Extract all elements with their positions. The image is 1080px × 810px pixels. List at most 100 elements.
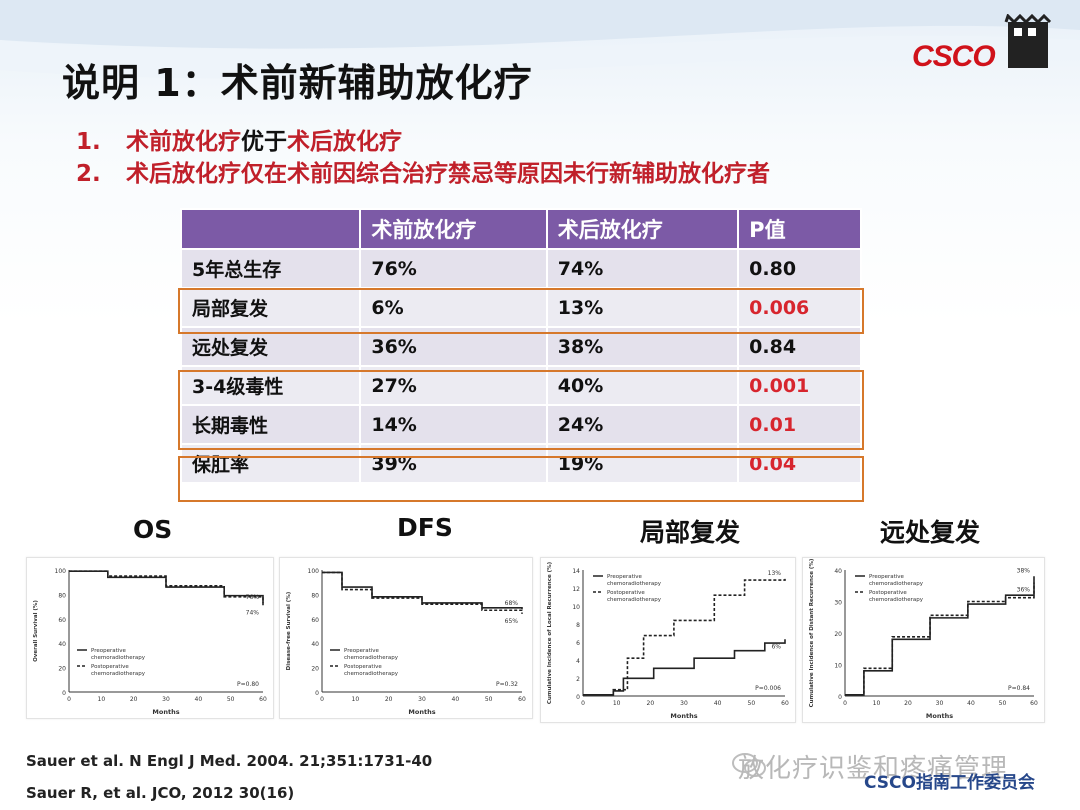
legend-label: chemoradiotherapy xyxy=(344,655,399,661)
x-tick-label: 20 xyxy=(647,700,655,707)
row-label: 保肛率 xyxy=(179,443,362,484)
post-value: 24% xyxy=(545,404,740,445)
point-number: 2. xyxy=(76,161,101,187)
plot-label-os: OS xyxy=(133,515,173,544)
table-row: 5年总生存 76% 74% 0.80 xyxy=(179,248,862,289)
y-tick-label: 14 xyxy=(572,568,580,575)
legend-label: Preoperative xyxy=(607,574,643,580)
highlight-local-recurrence xyxy=(178,288,864,334)
end-label: 74% xyxy=(246,609,260,616)
pre-value: 76% xyxy=(359,248,548,289)
y-tick-label: 40 xyxy=(58,641,66,648)
end-label: 68% xyxy=(505,600,519,607)
legend-label: Postoperative xyxy=(869,590,907,596)
legend-label: chemoradiotherapy xyxy=(869,597,924,603)
legend-label: Postoperative xyxy=(344,664,382,670)
point-number: 1. xyxy=(76,129,101,155)
x-axis-label: Months xyxy=(408,708,435,716)
x-tick-label: 50 xyxy=(227,696,235,703)
watermark-sub: CSCO指南工作委员会 xyxy=(864,773,1035,793)
dfs-plot: 100 80 60 40 20 0 0 10 20 30 40 50 60 Months Disease-f… xyxy=(279,557,533,719)
highlight-toxicity xyxy=(178,370,864,450)
y-tick-label: 60 xyxy=(58,617,66,624)
y-tick-label: 40 xyxy=(834,568,842,575)
x-tick-label: 0 xyxy=(67,696,71,703)
x-tick-label: 20 xyxy=(904,700,912,707)
pre-value: 14% xyxy=(359,404,548,445)
p-value-label: P=0.84 xyxy=(1008,685,1030,692)
csco-logo xyxy=(1004,14,1052,68)
x-axis-label: Months xyxy=(926,712,953,720)
p-value: 0.80 xyxy=(737,248,862,289)
table-row: 局部复发 6% 13% 0.006 xyxy=(179,287,862,328)
x-tick-label: 60 xyxy=(259,696,267,703)
dfs-plot-svg: 100 80 60 40 20 00 10 20 30 40 50 60 Months Disease-f… xyxy=(286,568,526,716)
x-tick-label: 60 xyxy=(1030,700,1038,707)
post-value: 13% xyxy=(545,287,740,328)
distant-recurrence-plot: 40 30 20 10 0 0 10 20 30 40 50 60 Months Cumulative I… xyxy=(802,557,1045,723)
x-axis-label: Months xyxy=(670,712,697,720)
preoperative-curve xyxy=(583,639,786,696)
x-tick-label: 40 xyxy=(452,696,460,703)
point-text: 优于 xyxy=(241,129,287,155)
x-tick-label: 60 xyxy=(781,700,789,707)
legend-label: Preoperative xyxy=(91,648,127,654)
plot-label-dfs: DFS xyxy=(397,513,453,542)
legend-label: chemoradiotherapy xyxy=(869,581,924,587)
postoperative-curve xyxy=(845,582,1035,696)
x-tick-label: 10 xyxy=(98,696,106,703)
header-cell: 术前放化疗 xyxy=(359,208,548,250)
x-tick-label: 20 xyxy=(385,696,393,703)
x-tick-label: 20 xyxy=(130,696,138,703)
post-value: 74% xyxy=(545,248,740,289)
header-swoosh xyxy=(0,0,1080,79)
x-tick-label: 30 xyxy=(936,700,944,707)
chat-icon xyxy=(732,753,766,777)
x-tick-label: 50 xyxy=(485,696,493,703)
plot-label-local: 局部复发 xyxy=(640,518,741,547)
postoperative-curve xyxy=(69,570,264,606)
x-tick-label: 0 xyxy=(320,696,324,703)
x-tick-label: 10 xyxy=(613,700,621,707)
p-value-label: P=0.32 xyxy=(496,681,518,688)
point-text: 术后放化疗 xyxy=(287,129,402,155)
end-label: 6% xyxy=(771,643,781,650)
y-tick-label: 8 xyxy=(576,622,580,629)
header-cell: 术后放化疗 xyxy=(545,208,740,250)
legend-label: chemoradiotherapy xyxy=(91,655,146,661)
y-tick-label: 0 xyxy=(315,690,319,697)
reference-1: Sauer et al. N Engl J Med. 2004. 21;351:… xyxy=(26,752,433,770)
legend-label: chemoradiotherapy xyxy=(607,597,662,603)
y-axis-label: Cumulative Incidence of Distant Recurren… xyxy=(809,558,815,707)
y-tick-label: 12 xyxy=(572,586,580,593)
legend-label: Postoperative xyxy=(607,590,645,596)
point-text: 术前放化疗 xyxy=(126,129,241,155)
y-tick-label: 0 xyxy=(62,690,66,697)
end-label: 13% xyxy=(768,570,782,577)
legend-label: chemoradiotherapy xyxy=(607,581,662,587)
x-tick-label: 50 xyxy=(999,700,1007,707)
x-tick-label: 60 xyxy=(518,696,526,703)
p-value: 0.84 xyxy=(737,326,862,367)
y-axis-label: Disease-free Survival (%) xyxy=(286,591,292,670)
x-tick-label: 10 xyxy=(873,700,881,707)
distant-plot-svg: 40 30 20 10 00 10 20 30 40 50 60 Months Cumulative I… xyxy=(809,558,1038,720)
legend-label: Preoperative xyxy=(869,574,905,580)
os-plot: 100 80 60 40 20 0 0 10 20 30 40 50 60 Months Overall S… xyxy=(26,557,274,719)
highlight-sphincter xyxy=(178,456,864,502)
row-label: 局部复发 xyxy=(179,287,362,328)
y-tick-label: 30 xyxy=(834,600,842,607)
x-tick-label: 10 xyxy=(352,696,360,703)
y-tick-label: 100 xyxy=(308,568,320,575)
y-tick-label: 10 xyxy=(572,604,580,611)
x-tick-label: 50 xyxy=(748,700,756,707)
legend-label: Postoperative xyxy=(91,664,129,670)
y-tick-label: 0 xyxy=(576,694,580,701)
table-row: 长期毒性 14% 24% 0.01 xyxy=(179,404,862,445)
postoperative-curve xyxy=(583,578,786,696)
p-value-label: P=0.80 xyxy=(237,681,259,688)
x-tick-label: 0 xyxy=(581,700,585,707)
point-text: 术后放化疗仅在术前因综合治疗禁忌等原因未行新辅助放化疗者 xyxy=(126,161,770,187)
p-value-label: P=0.006 xyxy=(755,685,781,692)
